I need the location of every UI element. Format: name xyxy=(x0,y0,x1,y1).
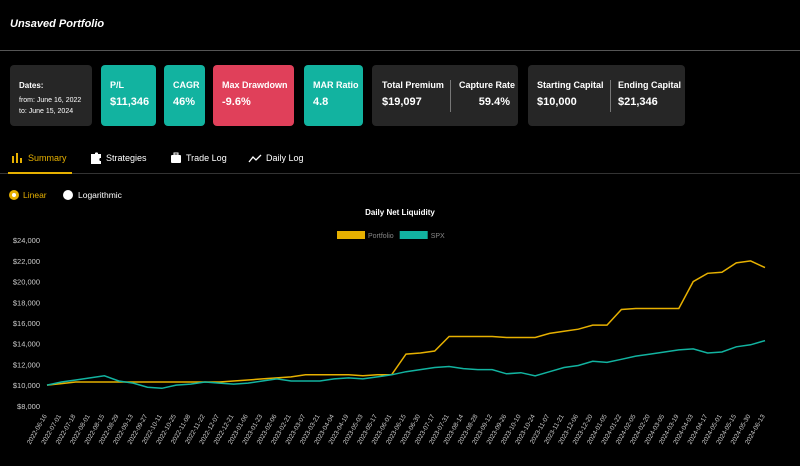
icon xyxy=(91,152,101,164)
legend-swatch xyxy=(399,231,428,239)
separator xyxy=(610,80,611,112)
stat-card: CAGR 46% xyxy=(164,65,205,126)
stat-label: Starting Capital xyxy=(537,80,604,90)
icon xyxy=(20,158,22,163)
stat-label: Max Drawdown xyxy=(222,80,288,90)
stat-value: 59.4% xyxy=(478,96,510,108)
y-tick-label: $8,000 xyxy=(17,402,40,411)
stat-value: $19,097 xyxy=(382,96,422,108)
stat-value: $21,346 xyxy=(618,96,658,108)
legend-label: Portfolio xyxy=(368,233,394,240)
legend-swatch xyxy=(337,231,365,239)
dates-to: to: June 15, 2024 xyxy=(19,108,74,115)
stat-label: Total Premium xyxy=(382,80,444,90)
icon xyxy=(12,156,14,163)
stat-value: 4.8 xyxy=(313,96,329,108)
y-tick-label: $22,000 xyxy=(13,257,40,266)
radio-dot xyxy=(12,193,16,197)
separator xyxy=(450,80,451,112)
stat-label: CAGR xyxy=(173,80,200,90)
tab[interactable]: Summary xyxy=(28,153,67,163)
stat-group: Starting Capital $10,000 Ending Capital … xyxy=(528,65,685,126)
stat-label: MAR Ratio xyxy=(313,80,359,90)
chart-title: Daily Net Liquidity xyxy=(365,208,435,217)
stat-group: Total Premium $19,097 Capture Rate 59.4% xyxy=(372,65,518,126)
y-tick-label: $12,000 xyxy=(13,360,40,369)
stat-label: P/L xyxy=(110,80,125,90)
page-title: Unsaved Portfolio xyxy=(10,18,105,30)
stat-card: MAR Ratio 4.8 xyxy=(304,65,363,126)
y-tick-label: $10,000 xyxy=(13,381,40,390)
tab-icons xyxy=(12,152,262,164)
stat-card: P/L $11,346 xyxy=(101,65,156,126)
stat-card: Max Drawdown -9.6% xyxy=(213,65,294,126)
stat-label: Ending Capital xyxy=(618,80,681,90)
radio-label[interactable]: Logarithmic xyxy=(78,190,122,200)
tab-rule xyxy=(0,173,800,174)
stat-label: Capture Rate xyxy=(459,80,516,90)
icon xyxy=(248,154,262,163)
icon xyxy=(173,152,179,156)
y-tick-label: $24,000 xyxy=(13,236,40,245)
dates-card: Dates: from: June 16, 2022 to: June 15, … xyxy=(10,65,92,126)
tab[interactable]: Daily Log xyxy=(266,153,304,163)
radio-icons xyxy=(9,190,73,200)
series-line xyxy=(46,339,766,390)
stat-value: 46% xyxy=(173,96,196,108)
stat-value: $11,346 xyxy=(110,96,150,108)
y-tick-label: $16,000 xyxy=(13,319,40,328)
icon xyxy=(171,155,181,163)
dates-from: from: June 16, 2022 xyxy=(19,97,82,104)
icon xyxy=(16,153,18,163)
dates-label: Dates: xyxy=(19,81,44,90)
active-tab-indicator xyxy=(8,172,72,174)
radio[interactable] xyxy=(63,190,73,200)
chart: Daily Net Liquidity Portfolio SPX $8,000 $10… xyxy=(13,208,767,446)
legend-label: SPX xyxy=(431,233,445,240)
y-tick-label: $18,000 xyxy=(13,298,40,307)
stat-value: -9.6% xyxy=(222,96,251,108)
tab[interactable]: Strategies xyxy=(106,153,147,163)
divider xyxy=(0,50,800,51)
series-line xyxy=(46,260,766,386)
tab[interactable]: Trade Log xyxy=(186,153,227,163)
stat-value: $10,000 xyxy=(537,96,577,108)
y-tick-label: $14,000 xyxy=(13,340,40,349)
y-tick-label: $20,000 xyxy=(13,278,40,287)
radio-label[interactable]: Linear xyxy=(23,190,47,200)
